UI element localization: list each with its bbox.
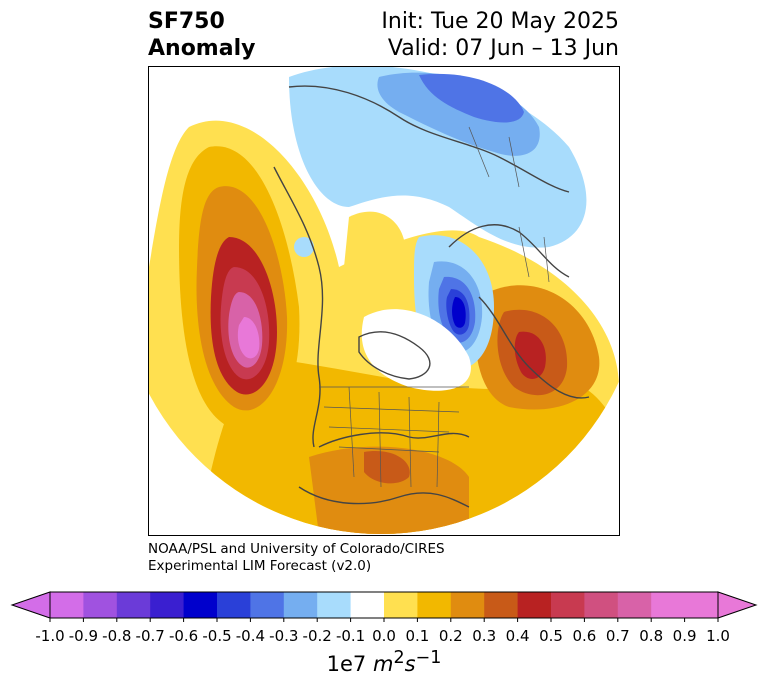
title-type: Anomaly bbox=[148, 36, 256, 61]
colorbar-extend-max bbox=[717, 591, 758, 619]
map-svg bbox=[149, 67, 619, 534]
colorbar-segment bbox=[584, 592, 619, 618]
colorbar-segment bbox=[317, 592, 352, 618]
colorbar-segment bbox=[183, 592, 218, 618]
colorbar-segment bbox=[217, 592, 251, 618]
colorbar-segment bbox=[450, 592, 485, 618]
colorbar-segment bbox=[617, 592, 652, 618]
colorbar-tick-label: 0.2 bbox=[438, 627, 463, 645]
colorbar-units: 1e7 m2s−1 bbox=[326, 648, 442, 676]
colorbar-tick-label: 0.8 bbox=[639, 627, 664, 645]
colorbar-segment bbox=[417, 592, 452, 618]
colorbar-segment bbox=[517, 592, 552, 618]
colorbar-segment bbox=[384, 592, 418, 618]
colorbar-tick-label: 0.4 bbox=[505, 627, 530, 645]
colorbar-tick-label: -0.8 bbox=[102, 627, 132, 645]
colorbar-segment bbox=[484, 592, 519, 618]
colorbar-segment bbox=[651, 592, 686, 618]
credits-line2: Experimental LIM Forecast (v2.0) bbox=[148, 558, 372, 574]
init-date: Init: Tue 20 May 2025 bbox=[381, 9, 619, 34]
colorbar-segment bbox=[83, 592, 118, 618]
valid-date: Valid: 07 Jun – 13 Jun bbox=[387, 36, 619, 61]
colorbar-tick-label: -0.2 bbox=[302, 627, 332, 645]
colorbar-segment bbox=[551, 592, 585, 618]
forecast-dates: Init: Tue 20 May 2025 Valid: 07 Jun – 13… bbox=[381, 8, 619, 62]
colorbar-tick-label: -0.5 bbox=[202, 627, 232, 645]
colorbar-tick-label: 1.0 bbox=[706, 627, 730, 645]
colorbar-tick-label: -1.0 bbox=[35, 627, 65, 645]
colorbar-tick-label: 0.0 bbox=[372, 627, 396, 645]
colorbar-segment bbox=[50, 592, 84, 618]
colorbar-segment bbox=[350, 592, 385, 618]
colorbar-tick-label: -0.3 bbox=[269, 627, 299, 645]
colorbar-segment bbox=[684, 592, 719, 618]
title-variable: SF750 bbox=[148, 9, 225, 34]
colorbar-tick-label: 0.3 bbox=[472, 627, 497, 645]
colorbar-tick-label: 0.5 bbox=[539, 627, 563, 645]
colorbar-tick-label: 0.9 bbox=[672, 627, 697, 645]
colorbar bbox=[10, 591, 758, 622]
plot-title: SF750 Anomaly bbox=[148, 8, 255, 62]
colorbar-segment bbox=[150, 592, 185, 618]
credits-line1: NOAA/PSL and University of Colorado/CIRE… bbox=[148, 541, 445, 557]
colorbar-segment bbox=[116, 592, 151, 618]
colorbar-tick-label: -0.4 bbox=[235, 627, 266, 645]
colorbar-tick-label: -0.7 bbox=[135, 627, 165, 645]
colorbar-segment bbox=[250, 592, 285, 618]
anomaly-map bbox=[148, 66, 620, 536]
colorbar-segment bbox=[283, 592, 318, 618]
colorbar-tick-label: 0.1 bbox=[405, 627, 430, 645]
colorbar-tick-label: -0.9 bbox=[68, 627, 99, 645]
credits: NOAA/PSL and University of Colorado/CIRE… bbox=[148, 541, 445, 575]
colorbar-extend-min bbox=[10, 591, 51, 619]
colorbar-tick-label: -0.6 bbox=[168, 627, 199, 645]
colorbar-tick-label: -0.1 bbox=[335, 627, 366, 645]
colorbar-tick-label: 0.7 bbox=[605, 627, 630, 645]
colorbar-tick-label: 0.6 bbox=[572, 627, 597, 645]
